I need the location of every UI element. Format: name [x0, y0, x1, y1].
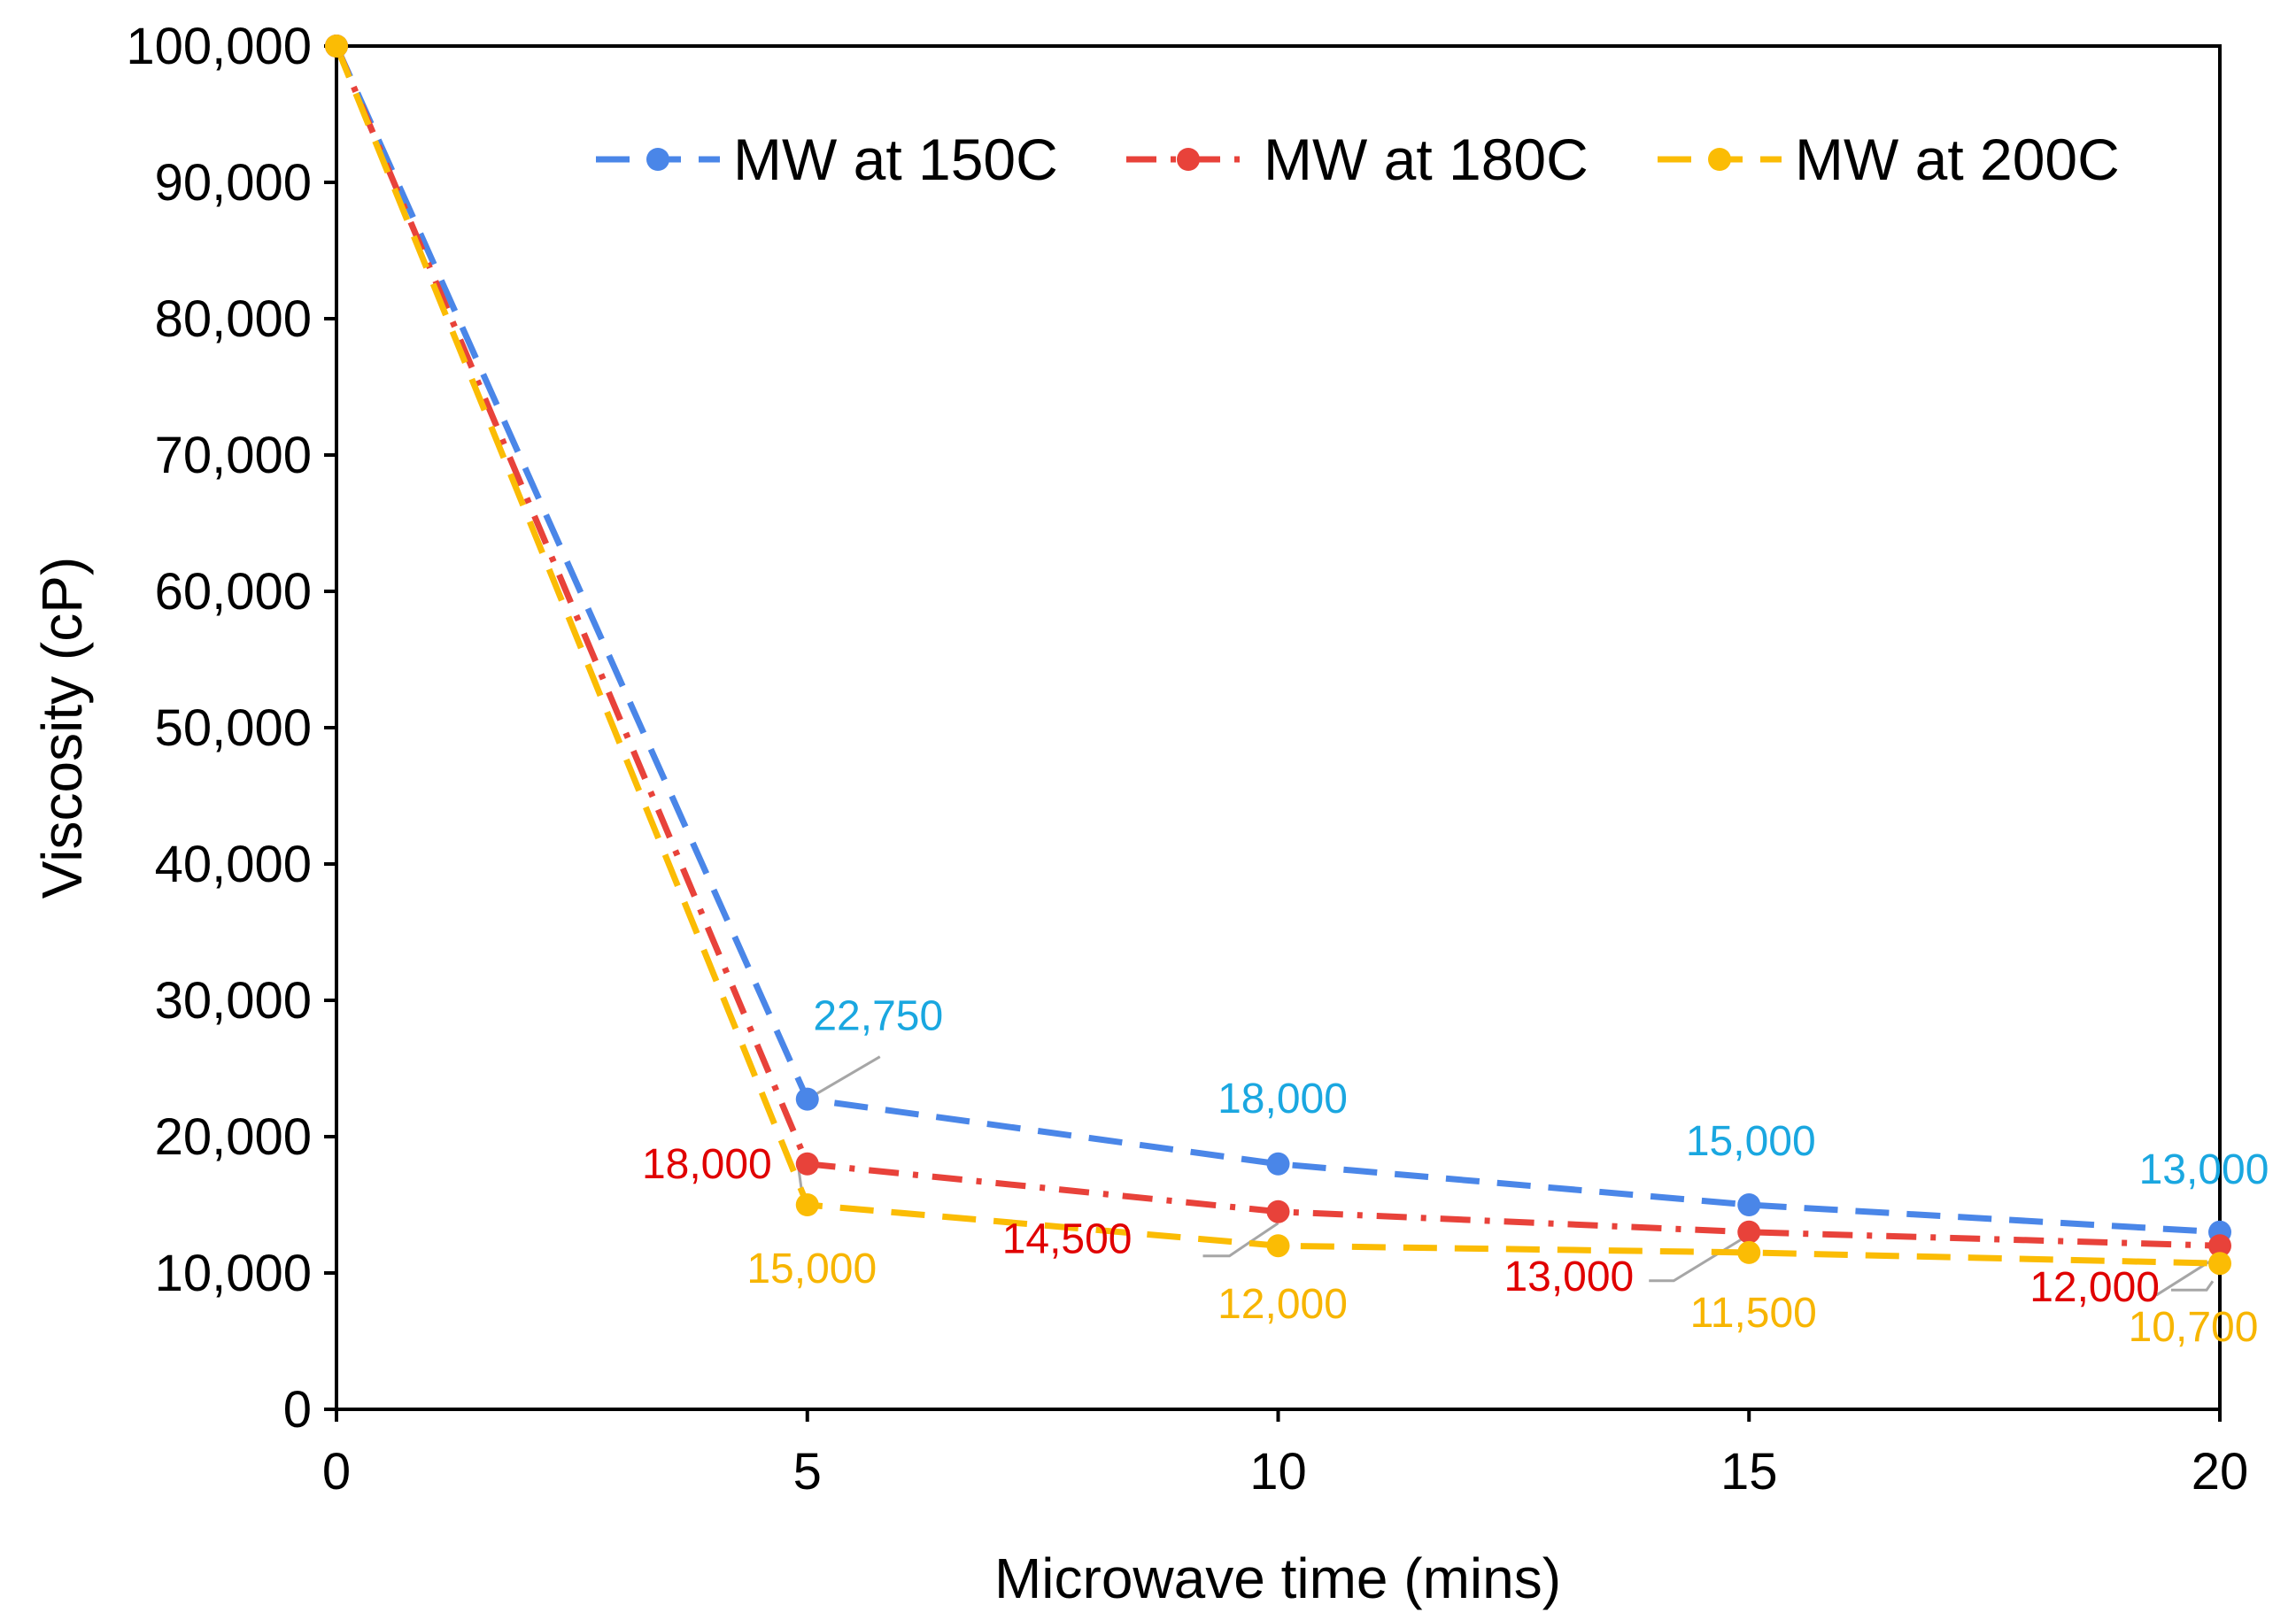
y-tick-label: 20,000 — [155, 1108, 312, 1166]
data-point — [2208, 1252, 2231, 1276]
data-point — [795, 1087, 819, 1111]
data-labels: 22,750 18,000 15,000 13,000 18,000 14,500 13,0… — [642, 993, 2269, 1352]
data-point — [795, 1152, 819, 1176]
legend-entry-label: MW at 150C — [733, 127, 1058, 192]
y-axis-title: Viscosity (cP) — [30, 557, 94, 899]
x-tick-label: 15 — [1720, 1443, 1778, 1500]
series-line-1 — [333, 44, 2221, 1236]
x-tick-label: 5 — [793, 1443, 822, 1500]
y-tick-label: 70,000 — [155, 427, 312, 484]
y-tick-label: 90,000 — [155, 154, 312, 212]
series-line-2 — [333, 44, 2221, 1249]
leader-line — [1202, 1222, 1279, 1258]
x-axis-title: Microwave time (mins) — [994, 1547, 1561, 1610]
x-axis-ticks: 0 5 10 15 20 — [322, 1409, 2248, 1500]
data-label: 13,000 — [1504, 1254, 1634, 1300]
data-label: 10,700 — [2129, 1304, 2259, 1351]
x-tick-label: 0 — [322, 1443, 351, 1500]
legend-entry-label: MW at 200C — [1795, 127, 2120, 192]
leader-line — [2171, 1280, 2215, 1292]
y-axis-ticks: 0 10,000 20,000 30,000 40,000 50,000 60,000 70,… — [126, 18, 336, 1439]
y-tick-label: 30,000 — [155, 972, 312, 1030]
y-tick-label: 0 — [283, 1381, 312, 1439]
data-label: 11,500 — [1690, 1290, 1817, 1337]
y-tick-label: 50,000 — [155, 699, 312, 757]
data-label: 18,000 — [1218, 1076, 1348, 1122]
data-point — [2208, 1234, 2231, 1258]
data-label: 22,750 — [813, 993, 943, 1040]
data-label: 13,000 — [2139, 1146, 2269, 1193]
y-tick-label: 80,000 — [155, 290, 312, 348]
data-label: 18,000 — [642, 1141, 772, 1188]
legend-swatch-marker — [646, 148, 669, 171]
data-point — [1266, 1152, 1290, 1176]
y-tick-label: 60,000 — [155, 563, 312, 621]
legend: MW at 150C MW at 180C MW at 200C — [596, 127, 2120, 192]
data-point — [1737, 1240, 1761, 1264]
y-tick-label: 10,000 — [155, 1245, 312, 1302]
data-label: 15,000 — [1686, 1118, 1816, 1165]
x-tick-label: 20 — [2192, 1443, 2249, 1500]
data-point — [795, 1193, 819, 1216]
data-label: 12,000 — [1218, 1281, 1348, 1328]
series-points — [325, 35, 2231, 1276]
data-point — [1266, 1200, 1290, 1223]
leader-line — [806, 1055, 881, 1100]
data-label: 15,000 — [746, 1246, 877, 1292]
data-label: 14,500 — [1002, 1216, 1133, 1263]
legend-swatch-marker — [1177, 148, 1200, 171]
x-tick-label: 10 — [1249, 1443, 1307, 1500]
data-point — [325, 35, 348, 58]
y-tick-label: 40,000 — [155, 836, 312, 893]
legend-swatch-marker — [1708, 148, 1731, 171]
data-point — [1737, 1193, 1761, 1216]
data-point — [1266, 1234, 1290, 1258]
legend-entry-label: MW at 180C — [1264, 127, 1589, 192]
data-point — [1737, 1220, 1761, 1244]
leader-line — [1649, 1233, 1751, 1283]
data-label: 12,000 — [2029, 1264, 2160, 1311]
y-tick-label: 100,000 — [126, 18, 312, 75]
